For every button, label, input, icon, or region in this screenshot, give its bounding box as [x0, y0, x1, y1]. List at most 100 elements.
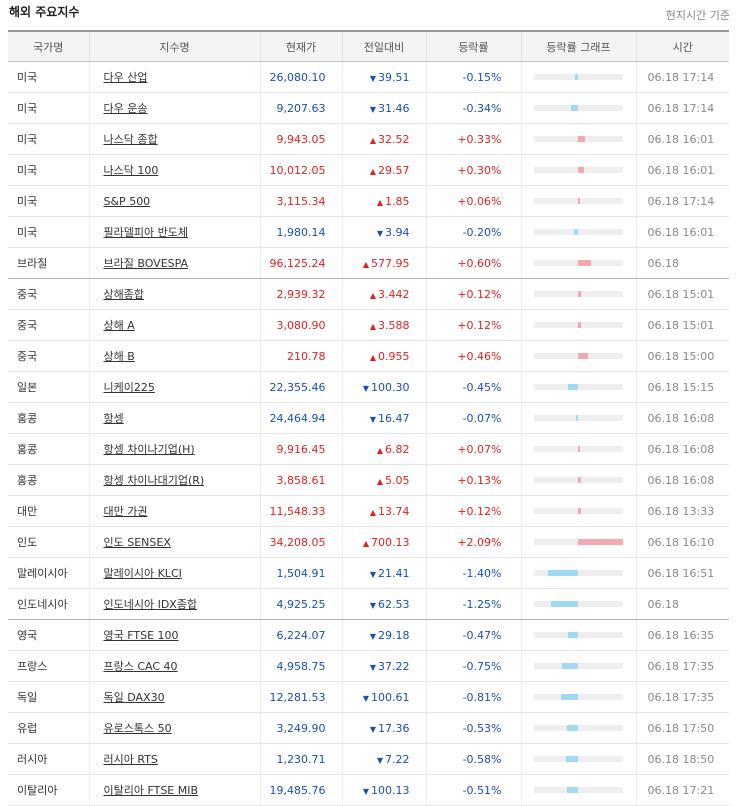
table-row: 홍콩 항셍 24,464.94 ▼ 16.47 -0.07% 06.18 16:08 [8, 402, 729, 434]
index-link[interactable]: 인도 SENSEX [103, 536, 171, 549]
index-link[interactable]: 필라델피아 반도체 [103, 226, 188, 239]
table-row: 일본 니케이225 22,355.46 ▼ 100.30 -0.45% 06.18 15:1… [8, 371, 729, 403]
rate-bar [533, 322, 623, 328]
index-name-cell: 다우 운송 [88, 92, 260, 124]
index-link[interactable]: 프랑스 CAC 40 [103, 660, 178, 673]
down-arrow-icon: ▼ [369, 600, 376, 610]
price-cell: 9,943.05 [259, 123, 342, 155]
price-cell: 3,249.90 [259, 712, 342, 744]
country-cell: 미국 [8, 154, 89, 186]
rate-graph-cell [520, 650, 636, 682]
rate-bar [533, 74, 623, 80]
index-link[interactable]: 상해종합 [103, 288, 144, 301]
up-arrow-icon: ▲ [376, 445, 383, 455]
time-cell: 06.18 17:14 [635, 92, 729, 124]
change-value: 62.53 [378, 597, 410, 611]
rate-cell: -0.47% [425, 619, 521, 651]
time-cell: 06.18 17:35 [635, 650, 729, 682]
panel-title: 해외 주요지수 [9, 5, 80, 19]
change-value: 13.74 [378, 504, 410, 518]
index-link[interactable]: 상해 A [103, 319, 135, 332]
rate-bar-fill [578, 167, 585, 173]
time-cell: 06.18 17:35 [635, 681, 729, 713]
index-link[interactable]: 영국 FTSE 100 [103, 629, 179, 642]
change-cell: ▼ 3.94 [341, 216, 426, 248]
change-value: 37.22 [378, 659, 410, 673]
table-row: 미국 필라델피아 반도체 1,980.14 ▼ 3.94 -0.20% 06.18 16:0… [8, 216, 729, 248]
change-value: 39.51 [378, 70, 410, 84]
rate-bar-fill [551, 601, 578, 607]
index-link[interactable]: S&P 500 [103, 194, 151, 208]
rate-bar [533, 694, 623, 700]
country-cell: 프랑스 [8, 650, 89, 682]
table-row: 미국 다우 산업 26,080.10 ▼ 39.51 -0.15% 06.18 17:14 [8, 61, 729, 93]
change-cell: ▼ 100.30 [341, 371, 426, 403]
index-link[interactable]: 항셍 차이나기업(H) [103, 443, 195, 456]
change-value: 5.05 [385, 473, 410, 487]
rate-graph-cell [520, 712, 636, 744]
change-value: 6.82 [385, 442, 410, 456]
rate-graph-cell [520, 681, 636, 713]
index-link[interactable]: 러시아 RTS [103, 753, 158, 766]
index-link[interactable]: 대만 가권 [103, 505, 148, 518]
time-cell: 06.18 16:51 [635, 557, 729, 589]
index-link[interactable]: 이탈리아 FTSE MIB [103, 784, 199, 797]
index-name-cell: 상해 A [88, 309, 260, 341]
index-link[interactable]: 독일 DAX30 [103, 691, 165, 704]
country-cell: 중국 [8, 278, 89, 310]
rate-cell: +0.12% [425, 495, 521, 527]
price-cell: 1,230.71 [259, 743, 342, 775]
time-cell: 06.18 16:08 [635, 402, 729, 434]
change-cell: ▼ 17.36 [341, 712, 426, 744]
change-value: 7.22 [385, 752, 410, 766]
index-link[interactable]: 나스닥 종합 [103, 133, 158, 146]
index-link[interactable]: 다우 운송 [103, 102, 148, 115]
rate-graph-cell [520, 278, 636, 310]
rate-bar-track [533, 725, 623, 731]
change-value: 577.95 [371, 256, 410, 270]
index-link[interactable]: 유로스톡스 50 [103, 722, 172, 735]
time-cell: 06.18 16:10 [635, 526, 729, 558]
timezone-note: 현지시간 기준 [665, 9, 730, 22]
change-value: 16.47 [378, 411, 410, 425]
rate-bar [533, 353, 623, 359]
price-cell: 1,504.91 [259, 557, 342, 589]
index-link[interactable]: 상해 B [103, 350, 135, 363]
col-change: 전일대비 [341, 30, 426, 62]
col-index-name: 지수명 [88, 30, 260, 62]
rate-bar-fill [578, 539, 623, 545]
country-cell: 이탈리아 [8, 774, 89, 806]
price-cell: 3,858.61 [259, 464, 342, 496]
time-cell: 06.18 17:50 [635, 712, 729, 744]
index-link[interactable]: 말레이시아 KLCI [103, 567, 182, 580]
table-row: 브라질 브라질 BOVESPA 96,125.24 ▲ 577.95 +0.60% 06.1… [8, 247, 729, 279]
rate-graph-cell [520, 557, 636, 589]
rate-cell: -0.53% [425, 712, 521, 744]
time-cell: 06.18 15:00 [635, 340, 729, 372]
rate-graph-cell [520, 526, 636, 558]
rate-graph-cell [520, 216, 636, 248]
change-cell: ▲ 29.57 [341, 154, 426, 186]
index-link[interactable]: 니케이225 [103, 381, 155, 394]
change-cell: ▲ 3.442 [341, 278, 426, 310]
rate-bar-track [533, 74, 623, 80]
rate-bar-track [533, 632, 623, 638]
change-cell: ▼ 21.41 [341, 557, 426, 589]
time-cell: 06.18 17:14 [635, 185, 729, 217]
index-link[interactable]: 항셍 차이나대기업(R) [103, 474, 205, 487]
up-arrow-icon: ▲ [376, 197, 383, 207]
change-cell: ▲ 13.74 [341, 495, 426, 527]
index-link[interactable]: 브라질 BOVESPA [103, 257, 189, 270]
index-link[interactable]: 항셍 [103, 412, 124, 425]
change-cell: ▲ 5.05 [341, 464, 426, 496]
rate-bar-fill [565, 756, 578, 762]
change-value: 29.57 [378, 163, 410, 177]
index-link[interactable]: 인도네시아 IDX종합 [103, 598, 198, 611]
rate-bar-track [533, 570, 623, 576]
country-cell: 미국 [8, 61, 89, 93]
rate-bar-fill [566, 725, 578, 731]
index-link[interactable]: 나스닥 100 [103, 164, 159, 177]
up-arrow-icon: ▲ [369, 290, 376, 300]
index-link[interactable]: 다우 산업 [103, 71, 148, 84]
up-arrow-icon: ▲ [369, 352, 376, 362]
